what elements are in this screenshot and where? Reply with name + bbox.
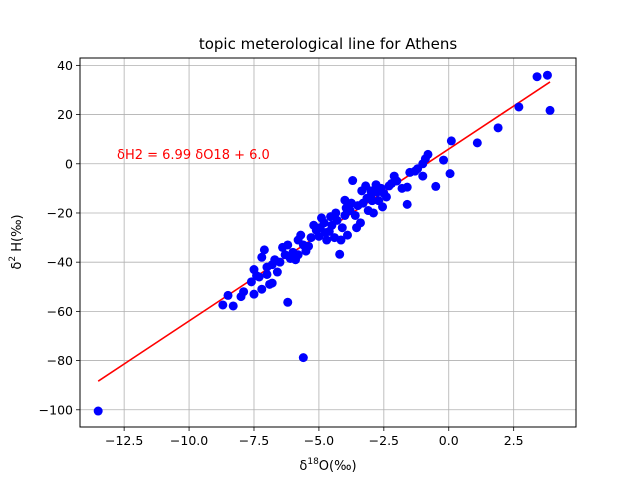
y-tick-label: 20	[57, 107, 73, 122]
data-point	[337, 223, 347, 233]
data-point	[366, 186, 376, 196]
data-point	[402, 199, 412, 209]
y-axis-label: δ2 H(‰)	[8, 214, 25, 269]
data-point	[446, 136, 456, 146]
data-point	[296, 230, 306, 240]
x-axis-label-symbol: δ	[299, 459, 307, 474]
data-point	[439, 155, 449, 165]
data-point	[336, 235, 346, 245]
data-point	[367, 196, 377, 206]
x-axis-label-text: O(‰)	[319, 459, 357, 474]
data-point	[283, 297, 293, 307]
data-point	[445, 169, 455, 179]
data-point	[218, 300, 228, 310]
data-point	[342, 230, 352, 240]
y-tick-label: −40	[47, 255, 73, 270]
data-point	[431, 181, 441, 191]
data-point	[259, 245, 269, 255]
data-point	[532, 72, 542, 82]
x-tick-label: −10.0	[170, 433, 208, 448]
data-point	[418, 171, 428, 181]
data-point	[493, 123, 503, 133]
data-point	[262, 262, 272, 272]
y-axis-label-superscript: 2	[8, 256, 18, 262]
data-point	[357, 186, 367, 196]
data-point	[350, 210, 360, 220]
data-point	[335, 249, 345, 259]
data-point	[298, 353, 308, 363]
data-point	[239, 287, 249, 297]
data-point	[293, 250, 303, 260]
y-tick-label: 40	[57, 58, 73, 73]
data-point	[378, 202, 388, 212]
grid	[80, 58, 576, 427]
y-axis-label-text: H(‰)	[10, 214, 25, 256]
x-tick-label: −7.5	[239, 433, 269, 448]
data-point	[246, 277, 256, 287]
data-point	[270, 255, 280, 265]
axis-ticks: −12.5 −10.0 −7.5 −5.0 −2.5 0.0 2.5 −100 −80 −60 −4…	[39, 58, 524, 448]
data-point	[265, 279, 275, 289]
x-axis-label-superscript: 18	[307, 457, 319, 467]
y-tick-label: −20	[47, 205, 73, 220]
data-point	[285, 253, 295, 263]
regression-equation: δH2 = 6.99 δO18 + 6.0	[117, 148, 270, 163]
x-axis-label: δ18O(‰)	[299, 457, 356, 474]
y-tick-label: −80	[47, 353, 73, 368]
data-point	[252, 271, 262, 281]
data-point	[322, 235, 332, 245]
data-point	[304, 241, 314, 251]
data-point	[272, 267, 282, 277]
data-point	[389, 171, 399, 181]
data-points	[93, 70, 555, 416]
x-tick-label: 2.5	[504, 433, 524, 448]
x-tick-label: −2.5	[369, 433, 399, 448]
data-point	[348, 176, 358, 186]
plot-frame	[79, 57, 577, 428]
y-axis-label-symbol: δ	[10, 262, 25, 270]
data-point	[320, 228, 330, 238]
data-point	[306, 233, 316, 243]
y-tick-label: −100	[39, 402, 73, 417]
data-point	[514, 102, 524, 112]
x-tick-label: −12.5	[105, 433, 143, 448]
data-point	[545, 105, 555, 115]
data-point	[93, 406, 103, 416]
data-point	[257, 252, 267, 262]
data-point	[352, 223, 362, 233]
y-tick-label: −60	[47, 304, 73, 319]
data-point	[249, 289, 259, 299]
data-point	[278, 242, 288, 252]
data-point	[223, 290, 233, 300]
data-point	[228, 301, 238, 311]
data-point	[262, 269, 272, 279]
data-point	[368, 208, 378, 218]
data-point	[402, 182, 412, 192]
data-point	[542, 70, 552, 80]
chart-title: topic meterological line for Athens	[199, 35, 457, 53]
data-point	[381, 192, 391, 202]
data-point	[472, 138, 482, 148]
data-point	[423, 149, 433, 159]
data-point	[257, 284, 267, 294]
x-tick-label: −5.0	[304, 433, 334, 448]
x-tick-label: 0.0	[439, 433, 459, 448]
data-point	[340, 195, 350, 205]
y-tick-label: 0	[65, 156, 73, 171]
data-point	[331, 208, 341, 218]
